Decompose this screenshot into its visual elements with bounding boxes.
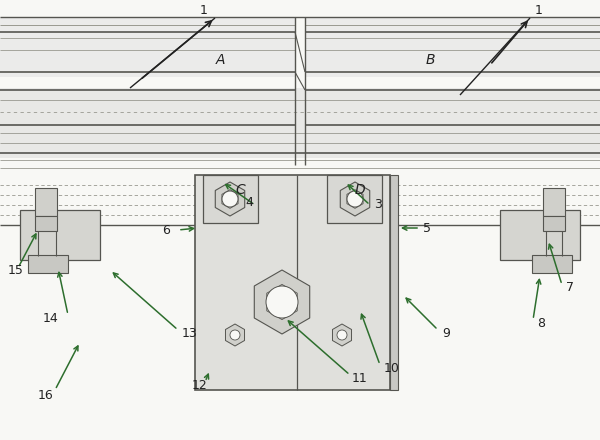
Bar <box>390 175 398 390</box>
Text: D: D <box>355 183 365 197</box>
Text: 5: 5 <box>423 221 431 235</box>
Circle shape <box>230 330 240 340</box>
Bar <box>543 188 565 216</box>
Polygon shape <box>226 324 245 346</box>
Bar <box>327 175 382 223</box>
Bar <box>0 17 295 77</box>
Text: C: C <box>235 183 245 197</box>
Polygon shape <box>254 270 310 334</box>
Bar <box>0 88 600 158</box>
Text: 3: 3 <box>374 198 382 210</box>
Bar <box>20 210 100 260</box>
Text: 1: 1 <box>200 4 208 17</box>
Bar <box>0 0 600 170</box>
Polygon shape <box>347 190 363 209</box>
Text: 8: 8 <box>537 316 545 330</box>
Bar <box>195 175 390 390</box>
Polygon shape <box>332 324 352 346</box>
Text: A: A <box>215 53 225 67</box>
Text: 6: 6 <box>162 224 170 237</box>
Bar <box>0 168 600 440</box>
Circle shape <box>337 330 347 340</box>
Polygon shape <box>215 182 245 216</box>
Circle shape <box>347 191 363 207</box>
Circle shape <box>222 191 238 207</box>
Circle shape <box>266 286 298 318</box>
Polygon shape <box>267 284 297 319</box>
Text: 16: 16 <box>38 389 54 401</box>
Text: 10: 10 <box>384 362 400 374</box>
Bar <box>28 255 68 273</box>
Bar <box>305 17 600 77</box>
Polygon shape <box>340 182 370 216</box>
Text: 1: 1 <box>535 4 543 17</box>
Text: 12: 12 <box>192 378 208 392</box>
Text: B: B <box>425 53 435 67</box>
Text: 11: 11 <box>352 371 368 385</box>
Bar <box>35 188 57 216</box>
Bar <box>543 216 565 231</box>
Text: 9: 9 <box>442 326 450 340</box>
Bar <box>35 216 57 231</box>
Text: 15: 15 <box>8 264 24 276</box>
Text: 4: 4 <box>245 195 253 209</box>
Text: 7: 7 <box>566 281 574 293</box>
Bar <box>500 210 580 260</box>
Bar <box>203 175 258 223</box>
Text: 13: 13 <box>182 326 198 340</box>
Bar <box>532 255 572 273</box>
Text: 14: 14 <box>42 312 58 325</box>
Polygon shape <box>222 190 238 209</box>
